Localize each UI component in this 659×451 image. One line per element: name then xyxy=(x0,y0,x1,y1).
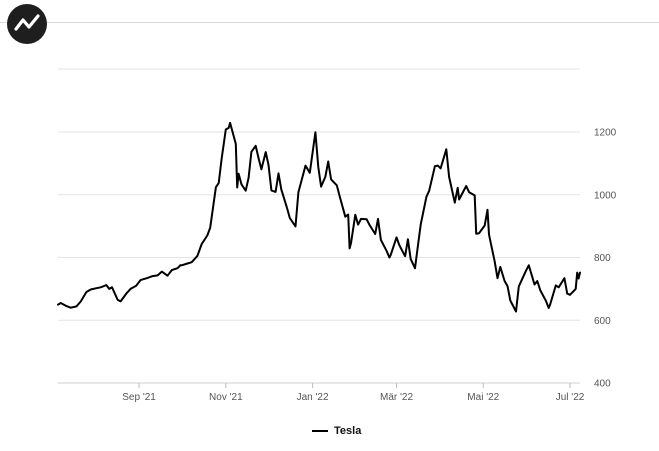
x-tick-label: Sep '21 xyxy=(122,392,156,403)
y-tick-label: 600 xyxy=(594,316,611,327)
y-tick-label: 1200 xyxy=(594,128,617,139)
x-tick-label: Mai '22 xyxy=(467,392,499,403)
series-line-tesla xyxy=(57,121,581,313)
chart-legend[interactable]: Tesla xyxy=(312,424,361,438)
stock-trend-icon[interactable] xyxy=(7,4,47,44)
x-tick-label: Jul '22 xyxy=(556,392,585,403)
legend-swatch-tesla xyxy=(312,430,328,432)
legend-label-tesla: Tesla xyxy=(334,425,362,437)
y-tick-label: 1000 xyxy=(594,190,617,201)
y-tick-label: 400 xyxy=(594,379,611,390)
x-tick-label: Nov '21 xyxy=(209,392,243,403)
header-divider xyxy=(0,22,659,23)
x-tick-label: Mär '22 xyxy=(380,392,413,403)
y-tick-label: 800 xyxy=(594,253,611,264)
x-tick-label: Jan '22 xyxy=(297,392,329,403)
